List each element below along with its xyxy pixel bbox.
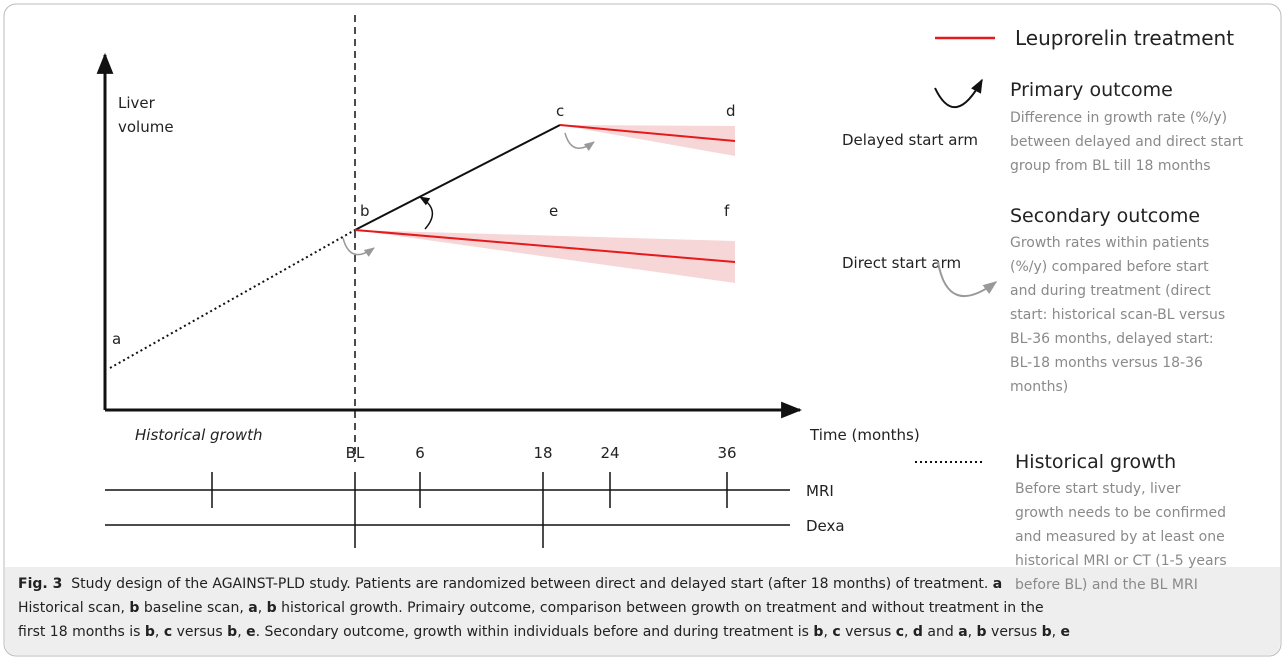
x-axis-label: Time (months) <box>809 426 920 444</box>
caption-run: c <box>832 624 840 640</box>
primary-arrow <box>419 196 434 230</box>
historical-label: Historical growth <box>135 426 263 444</box>
caption-background <box>5 567 1280 655</box>
delayed-treatment-line <box>559 124 736 142</box>
legend-description: (%/y) compared before start <box>1010 259 1209 275</box>
caption-run: . Secondary outcome, growth within indiv… <box>256 624 814 640</box>
legend-title: Secondary outcome <box>1010 205 1200 227</box>
secondary-arrow <box>342 237 375 257</box>
caption-run: , <box>823 624 832 640</box>
timeline-ticks <box>211 472 728 548</box>
legend-description: Growth rates within patients <box>1010 235 1209 251</box>
caption-run: b <box>1042 624 1052 640</box>
caption-run: , <box>258 600 267 616</box>
caption-run: baseline scan, <box>139 600 248 616</box>
caption-run: e <box>246 624 256 640</box>
timeline-label: 18 <box>533 444 552 462</box>
caption-run: a <box>958 624 967 640</box>
row-label: Dexa <box>806 517 845 535</box>
caption-run: versus <box>841 624 896 640</box>
timeline-label: 6 <box>415 444 425 462</box>
caption-run: Historical scan, <box>18 600 129 616</box>
caption-run: versus <box>987 624 1042 640</box>
primary-symbol <box>934 78 983 108</box>
caption: Fig. 3 Study design of the AGAINST-PLD s… <box>18 576 1070 640</box>
point-label: c <box>556 102 564 120</box>
caption-run: Study design of the AGAINST-PLD study. P… <box>62 576 992 592</box>
legend-description: growth needs to be confirmed <box>1015 505 1226 521</box>
legend-description: start: historical scan-BL versus <box>1010 307 1225 323</box>
point-label: d <box>726 102 736 120</box>
secondary-arrow <box>564 132 595 151</box>
legend-label: Leuprorelin treatment <box>1015 26 1234 50</box>
legend-description: historical MRI or CT (1-5 years <box>1015 553 1227 569</box>
figure-frame <box>3 3 1282 657</box>
caption-run: e <box>1061 624 1071 640</box>
caption-run: b <box>145 624 155 640</box>
untreated-line <box>354 124 561 231</box>
caption-run: , <box>155 624 164 640</box>
legend-description: and during treatment (direct <box>1010 283 1211 299</box>
point-label: a <box>112 330 121 348</box>
legend-description: BL-18 months versus 18-36 <box>1010 355 1203 371</box>
legend-description: Difference in growth rate (%/y) <box>1010 110 1227 126</box>
caption-run: c <box>164 624 172 640</box>
caption-run: d <box>913 624 923 640</box>
timeline-label: 36 <box>717 444 736 462</box>
arm-label: Direct start arm <box>842 254 961 272</box>
caption-run: a <box>248 600 257 616</box>
y-axis-label: volume <box>118 118 174 136</box>
point-label: f <box>724 202 730 220</box>
legend-title: Primary outcome <box>1010 79 1173 101</box>
caption-run: first 18 months is <box>18 624 145 640</box>
y-axis-label: Liver <box>118 94 156 112</box>
legend-description: group from BL till 18 months <box>1010 158 1211 174</box>
caption-run: , <box>237 624 246 640</box>
historical-line <box>109 229 356 369</box>
timeline-label: BL <box>346 444 365 462</box>
direct-treatment-line <box>354 229 736 263</box>
caption-run: b <box>267 600 277 616</box>
caption-run: historical growth. Primairy outcome, com… <box>277 600 1044 616</box>
caption-run: b <box>977 624 987 640</box>
caption-run: , <box>968 624 977 640</box>
legend-description: before BL) and the BL MRI <box>1015 577 1198 593</box>
arm-label: Delayed start arm <box>842 131 978 149</box>
caption-run: c <box>896 624 904 640</box>
secondary-symbol <box>937 261 998 298</box>
caption-run: b <box>129 600 139 616</box>
legend-description: and measured by at least one <box>1015 529 1225 545</box>
legend-description: between delayed and direct start <box>1010 134 1244 150</box>
caption-run: Fig. 3 <box>18 576 62 592</box>
caption-line: Fig. 3 Study design of the AGAINST-PLD s… <box>18 576 1002 592</box>
timeline-label: 24 <box>600 444 619 462</box>
legend-title: Historical growth <box>1015 451 1176 473</box>
caption-run: b <box>813 624 823 640</box>
row-label: MRI <box>806 482 834 500</box>
point-label: e <box>549 202 558 220</box>
legend-description: BL-36 months, delayed start: <box>1010 331 1214 347</box>
caption-line: Historical scan, b baseline scan, a, b h… <box>18 600 1044 616</box>
caption-run: and <box>923 624 958 640</box>
delayed-spread <box>560 125 735 156</box>
caption-run: a <box>993 576 1002 592</box>
caption-run: , <box>904 624 913 640</box>
caption-run: b <box>227 624 237 640</box>
point-label: b <box>360 202 370 220</box>
timeline-labels: BL 6 18 24 36 <box>346 444 737 462</box>
legend-descriptions: Difference in growth rate (%/y) between d… <box>1010 110 1244 593</box>
caption-run: , <box>1052 624 1061 640</box>
caption-run: versus <box>172 624 227 640</box>
direct-spread <box>355 230 735 283</box>
caption-line: first 18 months is b, c versus b, e. Sec… <box>18 624 1070 640</box>
legend-description: Before start study, liver <box>1015 481 1181 497</box>
legend-description: months) <box>1010 379 1068 395</box>
